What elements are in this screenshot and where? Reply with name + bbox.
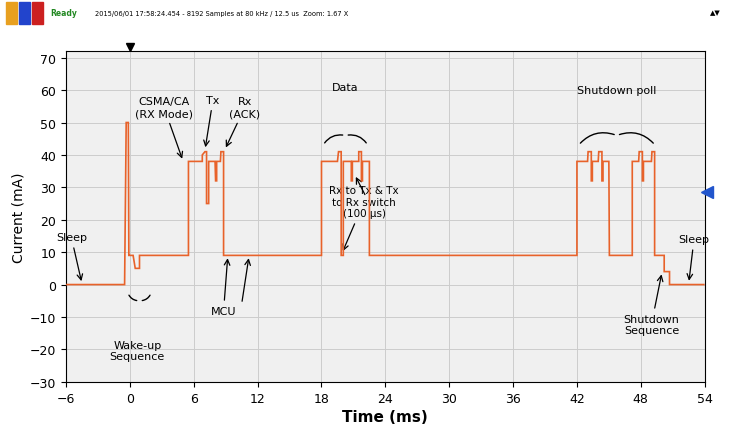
Text: MCU: MCU <box>211 260 236 316</box>
FancyBboxPatch shape <box>19 3 30 25</box>
Text: Shutdown poll: Shutdown poll <box>577 86 656 96</box>
Text: 2015/06/01 17:58:24.454 - 8192 Samples at 80 kHz / 12.5 us  Zoom: 1.67 X: 2015/06/01 17:58:24.454 - 8192 Samples a… <box>95 10 349 16</box>
FancyBboxPatch shape <box>6 3 17 25</box>
Text: Sleep: Sleep <box>56 233 87 280</box>
Text: CSMA/CA
(RX Mode): CSMA/CA (RX Mode) <box>135 97 193 158</box>
Text: ▲▼: ▲▼ <box>710 10 721 16</box>
Text: Wake-up
Sequence: Wake-up Sequence <box>110 340 165 362</box>
Y-axis label: Current (mA): Current (mA) <box>12 172 26 262</box>
FancyBboxPatch shape <box>32 3 43 25</box>
Text: Data: Data <box>332 82 359 92</box>
Text: Ready: Ready <box>50 9 77 18</box>
Text: Rx
(ACK): Rx (ACK) <box>226 97 261 147</box>
Text: Tx: Tx <box>204 96 219 147</box>
Text: Sleep: Sleep <box>678 235 710 280</box>
Text: Rx to Tx & Tx
to Rx switch
(100 μs): Rx to Tx & Tx to Rx switch (100 μs) <box>330 186 399 250</box>
Text: Shutdown
Sequence: Shutdown Sequence <box>623 276 680 335</box>
X-axis label: Time (ms): Time (ms) <box>343 409 428 424</box>
